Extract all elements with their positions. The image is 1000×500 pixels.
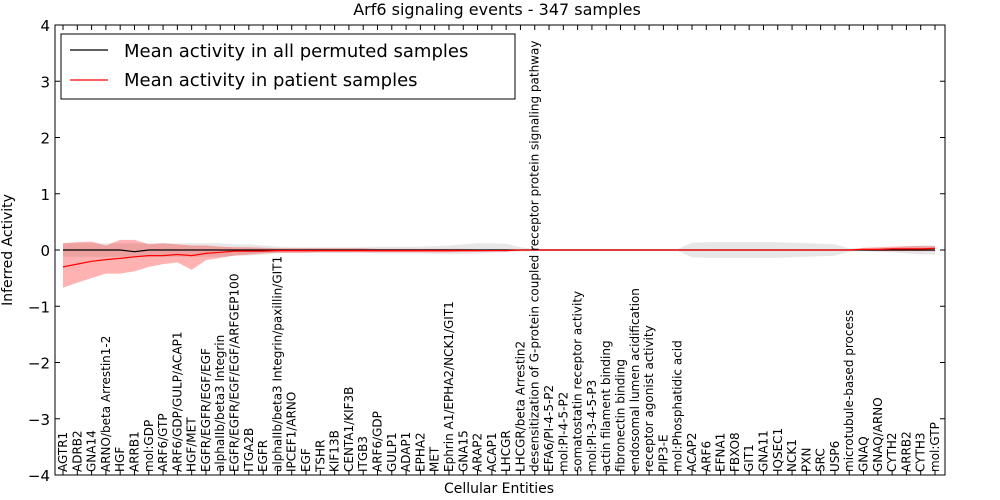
x-tick-label: LHCGR bbox=[499, 430, 513, 472]
x-tick-label: CYTH2 bbox=[885, 433, 899, 473]
x-tick-label: MET bbox=[428, 446, 442, 472]
legend-label-patient: Mean activity in patient samples bbox=[124, 70, 418, 91]
x-tick-label: EGFR/EGFR/EGF/EGF bbox=[199, 348, 213, 472]
x-tick-label: EGFR/EGFR/EGF/EGF/ARFGEP100 bbox=[228, 274, 242, 472]
x-tick-label: Ephrin A1/EPHA2/NCK1/GIT1 bbox=[442, 301, 456, 472]
x-tick-label: alphaIIb/beta3 Integrin bbox=[213, 335, 227, 472]
legend-label-permuted: Mean activity in all permuted samples bbox=[124, 41, 468, 62]
legend-box bbox=[60, 33, 516, 100]
x-tick-label: ACAP1 bbox=[485, 433, 499, 472]
y-tick-label: −1 bbox=[28, 298, 50, 316]
x-tick-label: ARF6 bbox=[699, 441, 713, 472]
x-tick-label: receptor agonist activity bbox=[642, 325, 656, 472]
x-tick-label: PXN bbox=[799, 448, 813, 472]
x-tick-label: mol:GTP bbox=[928, 422, 942, 472]
x-tick-label: LHCGR/beta Arrestin2 bbox=[513, 341, 527, 472]
x-tick-label: IQSEC1 bbox=[771, 428, 785, 472]
x-tick-label: KIF13B bbox=[328, 430, 342, 472]
x-tick-label: fibronectin binding bbox=[614, 359, 628, 472]
x-tick-label: somatostatin receptor activity bbox=[571, 291, 585, 472]
x-tick-label: USP6 bbox=[828, 441, 842, 472]
x-tick-label: ARAP2 bbox=[471, 433, 485, 472]
x-tick-label: mol:GDP bbox=[142, 420, 156, 472]
x-tick-label: GNA11 bbox=[757, 430, 771, 472]
x-tick-label: ARNO/beta Arrestin1-2 bbox=[99, 336, 113, 472]
x-tick-label: ARRB2 bbox=[899, 431, 913, 472]
x-tick-label: ARRB1 bbox=[128, 431, 142, 472]
x-tick-label: EGF bbox=[299, 448, 313, 472]
x-tick-label: GNAQ bbox=[857, 436, 871, 472]
y-tick-label: 3 bbox=[40, 73, 50, 91]
plot-frame bbox=[54, 24, 946, 476]
x-tick-label: GIT1 bbox=[742, 444, 756, 472]
y-tick-label: 1 bbox=[40, 186, 50, 204]
y-tick-label: −3 bbox=[28, 411, 50, 429]
x-tick-label: TSHR bbox=[313, 440, 327, 473]
x-tick-label: HGF/MET bbox=[185, 417, 199, 472]
y-tick-label: 4 bbox=[40, 17, 50, 35]
x-tick-label: GULP1 bbox=[385, 432, 399, 472]
x-tick-label: IPCEF1/ARNO bbox=[285, 392, 299, 472]
x-tick-label: GNAQ/ARNO bbox=[871, 397, 885, 472]
y-axis-label: Inferred Activity bbox=[0, 194, 16, 306]
x-tick-label: microtubule-based process bbox=[842, 310, 856, 472]
x-tick-label: HGF bbox=[113, 447, 127, 472]
x-tick-label: mol:PI-3-4-5-P3 bbox=[585, 380, 599, 472]
series-lines bbox=[62, 247, 936, 268]
x-tick-label: actin filament binding bbox=[599, 340, 613, 472]
x-tick-label: PIP3-E bbox=[656, 434, 670, 472]
x-tick-label: ARF6/GDP/GULP/ACAP1 bbox=[170, 332, 184, 472]
x-tick-label: NCK1 bbox=[785, 439, 799, 472]
x-axis-label: Cellular Entities bbox=[444, 481, 554, 497]
x-tick-label: CYTH3 bbox=[914, 433, 928, 473]
x-tick-label: EFNA1 bbox=[714, 433, 728, 472]
x-tick-label: FBXO8 bbox=[728, 432, 742, 472]
chart-title: Arf6 signaling events - 347 samples bbox=[353, 0, 641, 19]
x-tick-label: alphaIIb/beta3 Integrin/paxillin/GIT1 bbox=[270, 256, 284, 472]
axis-ticks: −4 −3 −2 −1 0 1 2 3 4 bbox=[28, 17, 945, 485]
x-tick-label: EFA6/PI-4-5-P2 bbox=[542, 385, 556, 472]
x-tick-label: SRC bbox=[814, 448, 828, 472]
y-tick-label: −4 bbox=[28, 467, 50, 485]
x-tick-label: ADAP1 bbox=[399, 432, 413, 472]
band-series-1 bbox=[63, 239, 935, 288]
line-series-1 bbox=[62, 247, 936, 268]
x-tick-label: EGFR bbox=[256, 440, 270, 472]
x-tick-label: ARF6/GTP bbox=[156, 413, 170, 472]
x-tick-label: ARF6/GDP bbox=[371, 411, 385, 472]
x-tick-label: endosomal lumen acidification bbox=[628, 288, 642, 472]
x-tick-label: mol:Phosphatidic acid bbox=[671, 340, 685, 472]
x-tick-label: ADRB2 bbox=[70, 430, 84, 472]
x-tick-label: GNA15 bbox=[456, 430, 470, 472]
y-tick-label: 2 bbox=[40, 130, 50, 148]
legend: Mean activity in all permuted samples Me… bbox=[60, 33, 516, 100]
x-tick-labels: AGTR1 ADRB2 GNA14 ARNO/beta Arrestin1-2 HGF A… bbox=[56, 41, 942, 473]
x-tick-label: ACAP2 bbox=[685, 433, 699, 472]
x-tick-label: mol:PI-4-5-P2 bbox=[556, 392, 570, 472]
y-tick-label: 0 bbox=[40, 242, 50, 260]
x-tick-label: CENTA1/KIF3B bbox=[342, 387, 356, 472]
y-tick-label: −2 bbox=[28, 355, 50, 373]
x-tick-label: ITGB3 bbox=[356, 436, 370, 472]
x-tick-label: ITGA2B bbox=[242, 428, 256, 472]
x-tick-label: desensitization of G-protein coupled rec… bbox=[528, 41, 542, 472]
x-tick-label: GNA14 bbox=[85, 430, 99, 472]
x-tick-label: EPHA2 bbox=[413, 432, 427, 472]
x-tick-label: AGTR1 bbox=[56, 432, 70, 472]
